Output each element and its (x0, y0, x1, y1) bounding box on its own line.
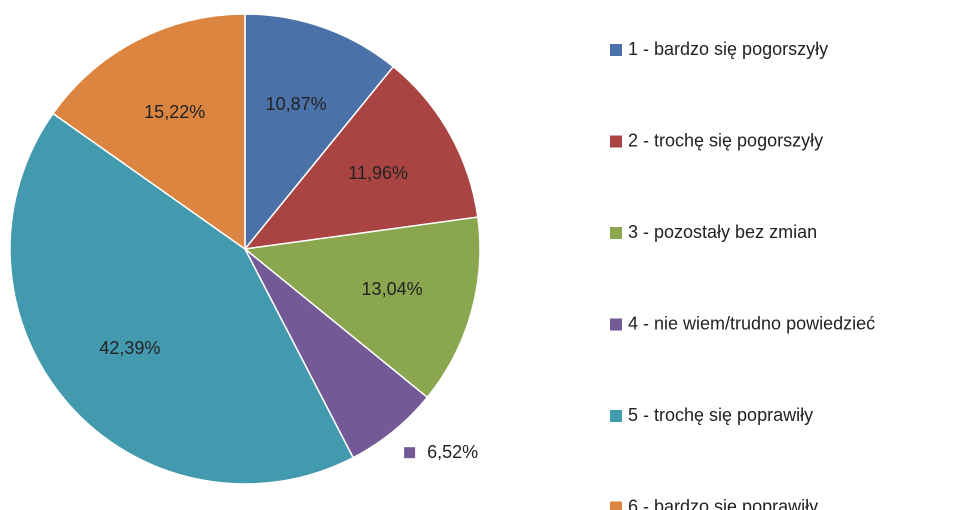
pie-slice (9, 112, 355, 485)
data-label: 10,87% (266, 94, 327, 114)
legend-label: 3 - pozostały bez zmian (628, 222, 817, 242)
data-label: 6,52% (427, 442, 478, 462)
data-label: 11,96% (348, 163, 408, 183)
legend-label: 5 - trochę się poprawiły (628, 405, 813, 425)
legend-key (610, 135, 622, 148)
data-label: 13,04% (362, 279, 423, 299)
pie-slice (243, 65, 479, 251)
legend-key (610, 410, 622, 422)
legend-key (610, 318, 622, 331)
data-label: 42,39% (99, 338, 160, 358)
legend-key (610, 227, 622, 239)
legend-key (610, 44, 622, 56)
legend-key (610, 501, 622, 510)
legend-label: 6 - bardzo się poprawiły (628, 496, 818, 510)
legend-label: 1 - bardzo się pogorszyły (628, 39, 828, 59)
data-label: 15,22% (144, 102, 205, 122)
pie-slice (243, 216, 481, 399)
pie-slice (51, 13, 246, 251)
pie-slice (244, 13, 395, 252)
legend-label: 2 - trochę się pogorszyły (628, 130, 823, 150)
label-key (404, 447, 416, 459)
legend-label: 4 - nie wiem/trudno powiedzieć (628, 313, 875, 333)
